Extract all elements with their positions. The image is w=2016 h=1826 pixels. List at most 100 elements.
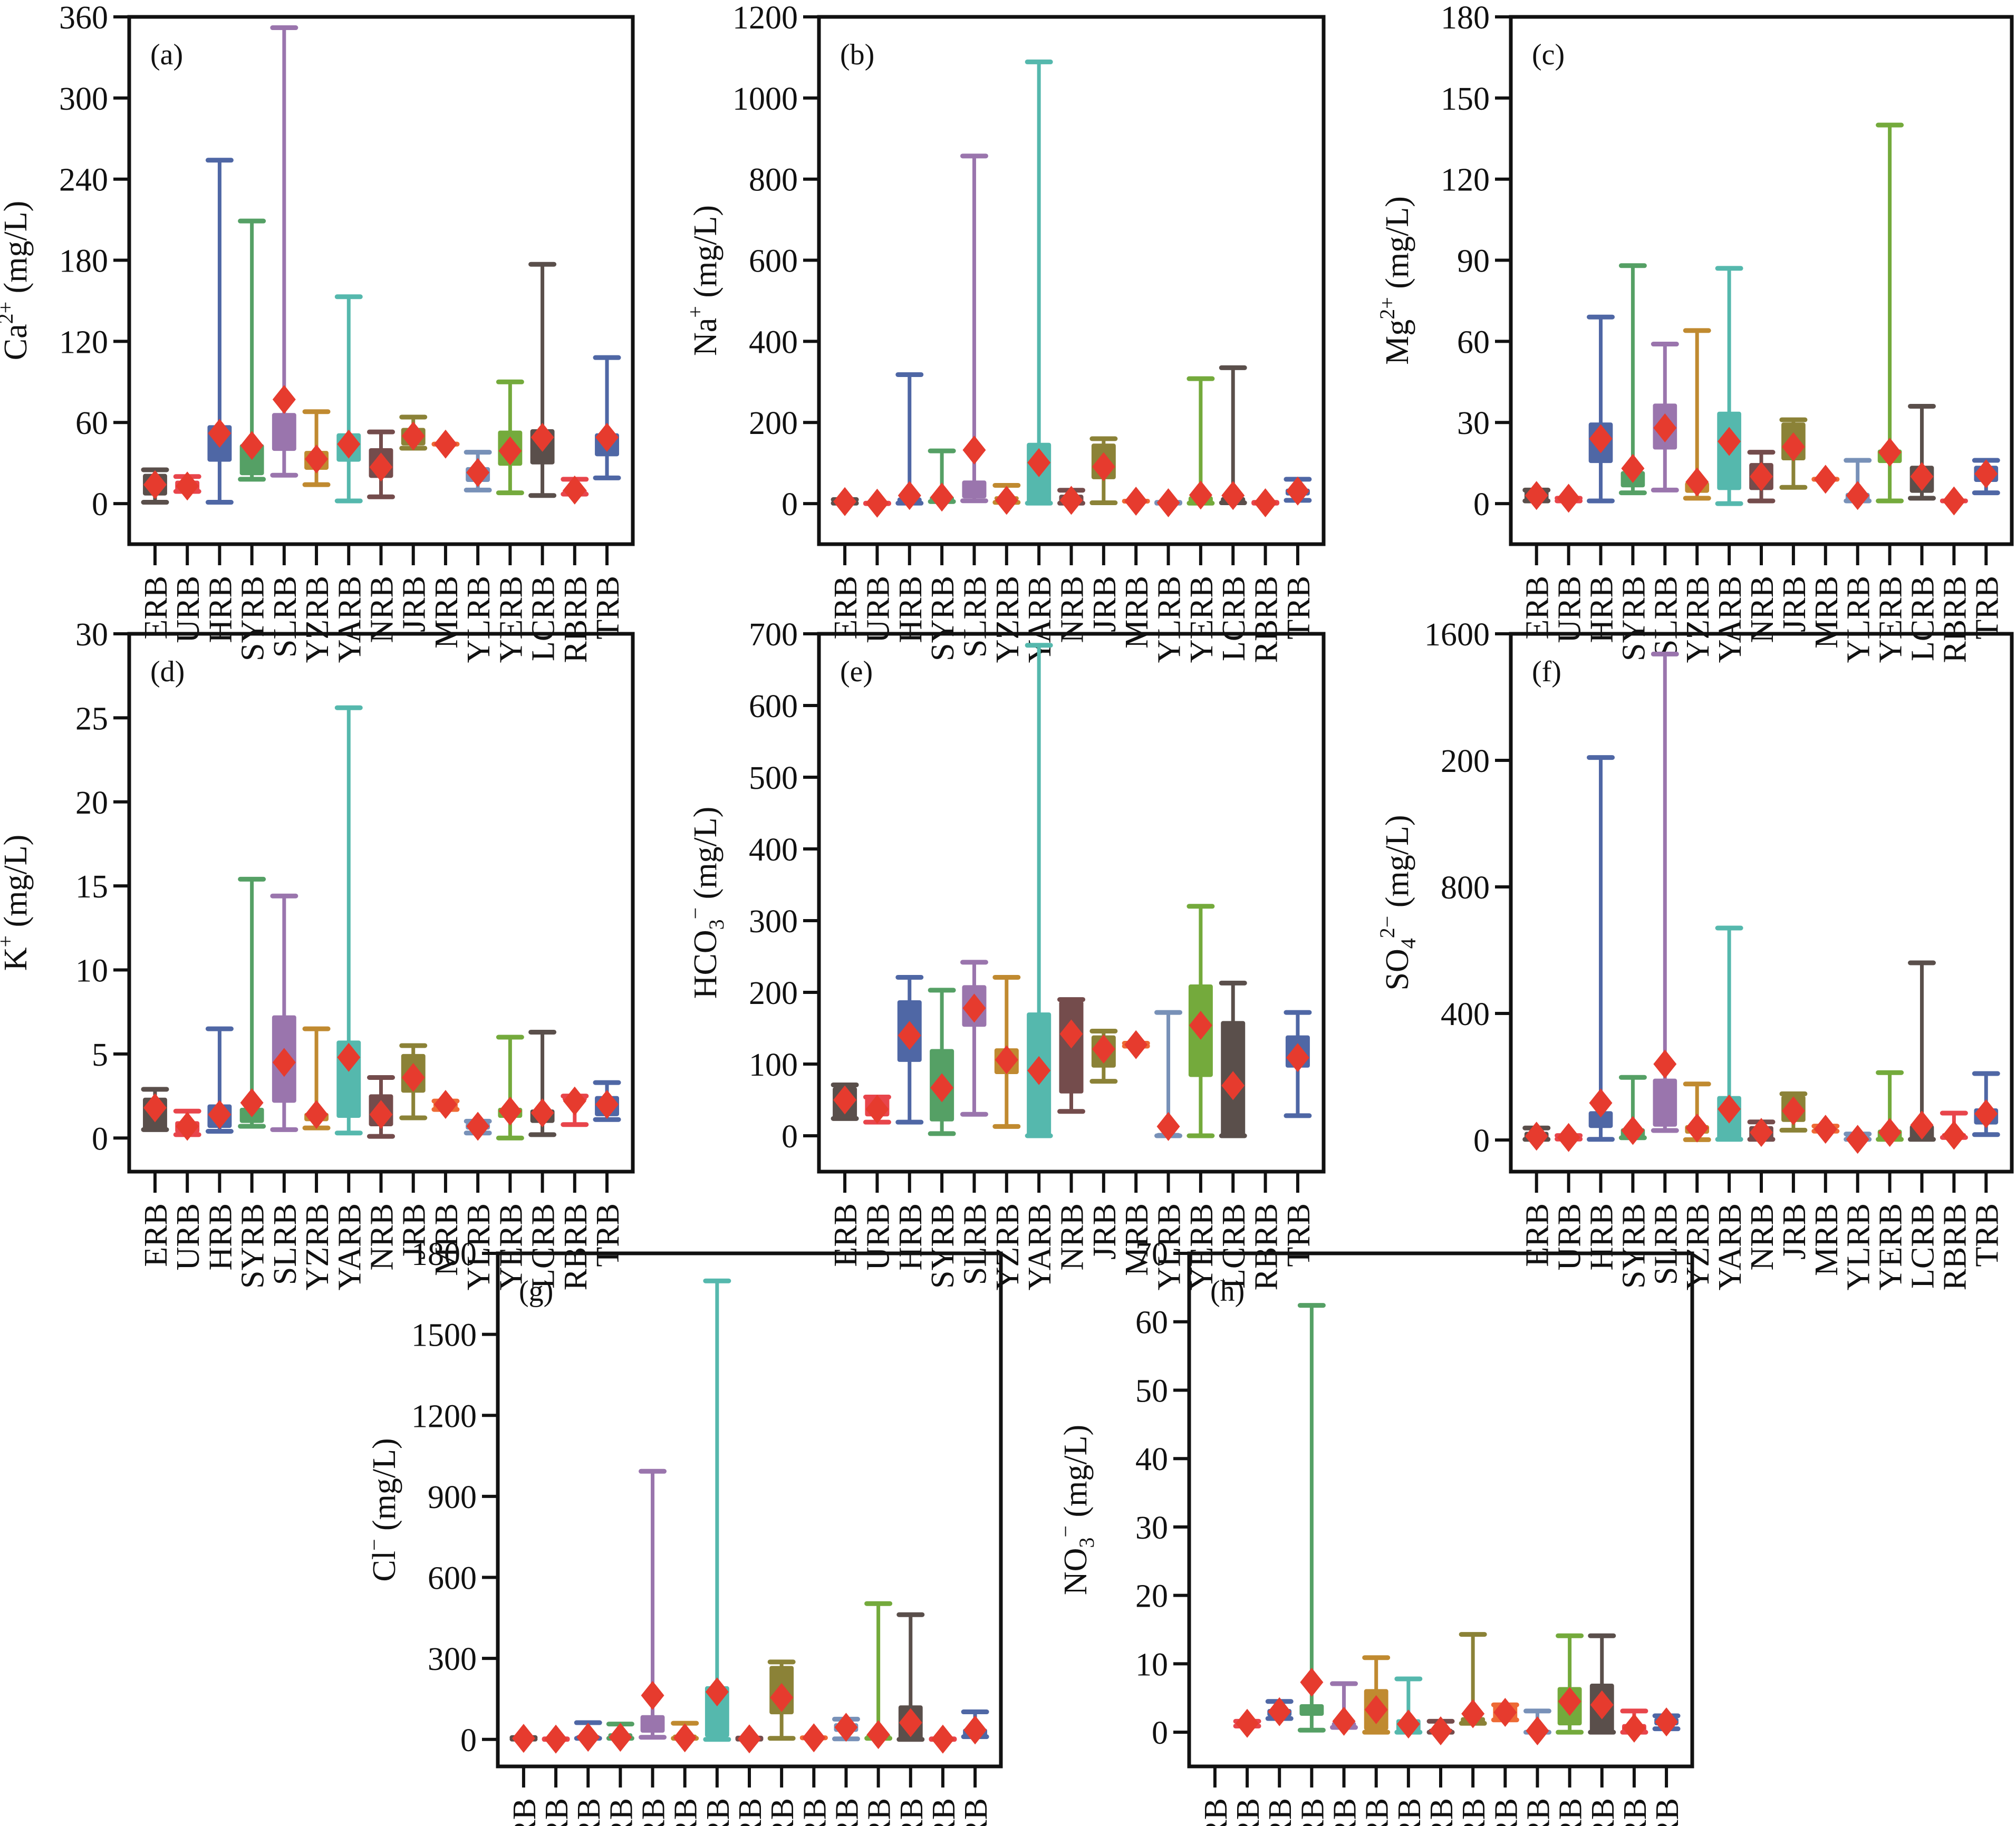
y-tick-label: 1200	[732, 0, 798, 36]
mean-marker	[1781, 432, 1805, 461]
y-tick-label: 600	[749, 244, 798, 279]
box-jrb	[399, 1043, 428, 1120]
x-category-label: URB	[1552, 1203, 1588, 1270]
x-category-label: SYRB	[235, 1203, 271, 1289]
x-category-label: SLRB	[957, 1203, 993, 1285]
y-axis-label-species: Na	[688, 318, 724, 356]
x-category-label: LCRB	[526, 1203, 562, 1289]
x-category-label: RBRB	[1249, 576, 1285, 663]
panel-tag: (b)	[840, 38, 874, 71]
mean-marker	[1189, 480, 1212, 510]
x-category-label: JRB	[765, 1798, 800, 1826]
y-tick-label: 60	[75, 405, 108, 441]
x-category-label: JRB	[1087, 576, 1123, 632]
mean-marker	[1685, 467, 1709, 497]
mean-marker	[1814, 465, 1837, 494]
mean-marker	[1589, 1088, 1613, 1118]
y-tick-label: 0	[92, 487, 108, 523]
box-slrb	[960, 153, 988, 504]
mean-marker	[1300, 1667, 1324, 1697]
mean-marker	[1156, 1112, 1180, 1141]
mean-marker	[1236, 1708, 1259, 1738]
mean-marker	[802, 1723, 826, 1753]
x-category-label: YZRB	[300, 576, 335, 663]
x-category-label: SYRB	[925, 1203, 961, 1289]
x-category-label: RBRB	[1937, 1203, 1973, 1290]
y-tick-label: 0	[1152, 1715, 1168, 1751]
box-slrb	[270, 893, 298, 1132]
box-erb	[831, 1082, 859, 1121]
box-syrb	[1297, 1303, 1326, 1733]
box-ylrb	[1523, 1708, 1551, 1746]
x-category-label: YARB	[1392, 1798, 1427, 1826]
x-category-label: SLRB	[1648, 576, 1684, 658]
box-rbrb	[561, 1086, 589, 1127]
y-axis-label-unit: (mg/L)	[688, 205, 724, 306]
x-category-label: NRB	[364, 576, 400, 643]
mean-marker	[369, 1100, 393, 1129]
y-axis-label: Mg2+ (mg/L)	[1375, 196, 1415, 365]
box-yerb	[496, 379, 524, 496]
y-tick-label: 300	[59, 81, 108, 117]
mean-marker	[866, 1720, 890, 1750]
box-yzrb	[671, 1721, 699, 1753]
box-yarb	[1025, 59, 1053, 506]
mean-marker	[466, 458, 490, 487]
panel-a: 0 60 120 180 240 300 360 Ca2+ (mg/L) (a) ERBURBHR…	[0, 0, 635, 663]
box-lcrb	[1588, 1633, 1616, 1735]
y-tick-label: 60	[1457, 324, 1490, 360]
x-category-label: URB	[1552, 576, 1588, 643]
mean-marker	[899, 1708, 922, 1737]
x-category-label: JRB	[1456, 1798, 1492, 1826]
x-category-label: HRB	[571, 1798, 607, 1826]
x-category-label: YARB	[1712, 576, 1748, 663]
mean-marker	[1910, 1110, 1934, 1140]
y-tick-label: 150	[1441, 81, 1490, 117]
panel-f: 0 400 800 200 1600 SO42− (mg/L) (f) ERBURBHRBSY…	[1375, 617, 2014, 1290]
y-tick-label: 360	[59, 0, 108, 36]
x-category-label: LCRB	[1216, 1203, 1252, 1289]
y-axis-label-unit: (mg/L)	[366, 1438, 402, 1539]
x-category-label: TRB	[1281, 576, 1317, 640]
mean-marker	[930, 1073, 954, 1103]
x-category-label: YLRB	[1841, 1203, 1877, 1290]
mean-marker	[1878, 1118, 1902, 1147]
y-tick-label: 600	[749, 689, 798, 724]
y-tick-label: 70	[1135, 1236, 1168, 1272]
box-slrb	[270, 25, 298, 478]
mean-marker	[1059, 1019, 1083, 1049]
x-category-label: URB	[1230, 1798, 1266, 1826]
x-category-label: YERB	[1873, 576, 1909, 663]
panel-tag: (a)	[150, 38, 183, 71]
mean-marker	[1974, 1099, 1998, 1128]
panel-tag: (g)	[519, 1275, 553, 1308]
mean-marker	[995, 1045, 1018, 1075]
x-category-label: MRB	[1809, 1203, 1845, 1276]
mean-marker	[738, 1724, 761, 1754]
x-category-label: LCRB	[1905, 1203, 1941, 1289]
box-syrb	[1618, 1075, 1647, 1145]
y-axis-label-species: NO	[1058, 1548, 1094, 1596]
y-axis-label: Ca2+ (mg/L)	[0, 201, 34, 361]
x-category-label: HRB	[893, 576, 929, 643]
x-category-label: TRB	[1969, 1203, 2005, 1267]
y-axis-label-superscript: 2−	[1375, 916, 1399, 939]
x-category-label: NRB	[1744, 576, 1780, 643]
y-axis-label-subscript: 3	[705, 919, 728, 930]
box-rbrb	[1940, 1110, 1968, 1150]
x-category-label: TRB	[1969, 576, 2005, 640]
y-axis-label: K+ (mg/L)	[0, 835, 34, 971]
x-category-label: YERB	[1873, 1203, 1909, 1290]
mean-marker	[240, 431, 264, 460]
y-tick-label: 1800	[411, 1236, 477, 1272]
box-trb	[1284, 476, 1312, 506]
box-syrb	[238, 876, 266, 1129]
box-yzrb	[302, 409, 331, 487]
x-category-label: ERB	[1198, 1798, 1234, 1826]
box-jrb	[1779, 1091, 1808, 1133]
x-category-label: YZRB	[1680, 576, 1716, 663]
y-tick-label: 0	[460, 1723, 477, 1759]
mean-marker	[208, 419, 231, 448]
box-urb	[1555, 484, 1583, 513]
x-category-label: YZRB	[300, 1203, 335, 1290]
